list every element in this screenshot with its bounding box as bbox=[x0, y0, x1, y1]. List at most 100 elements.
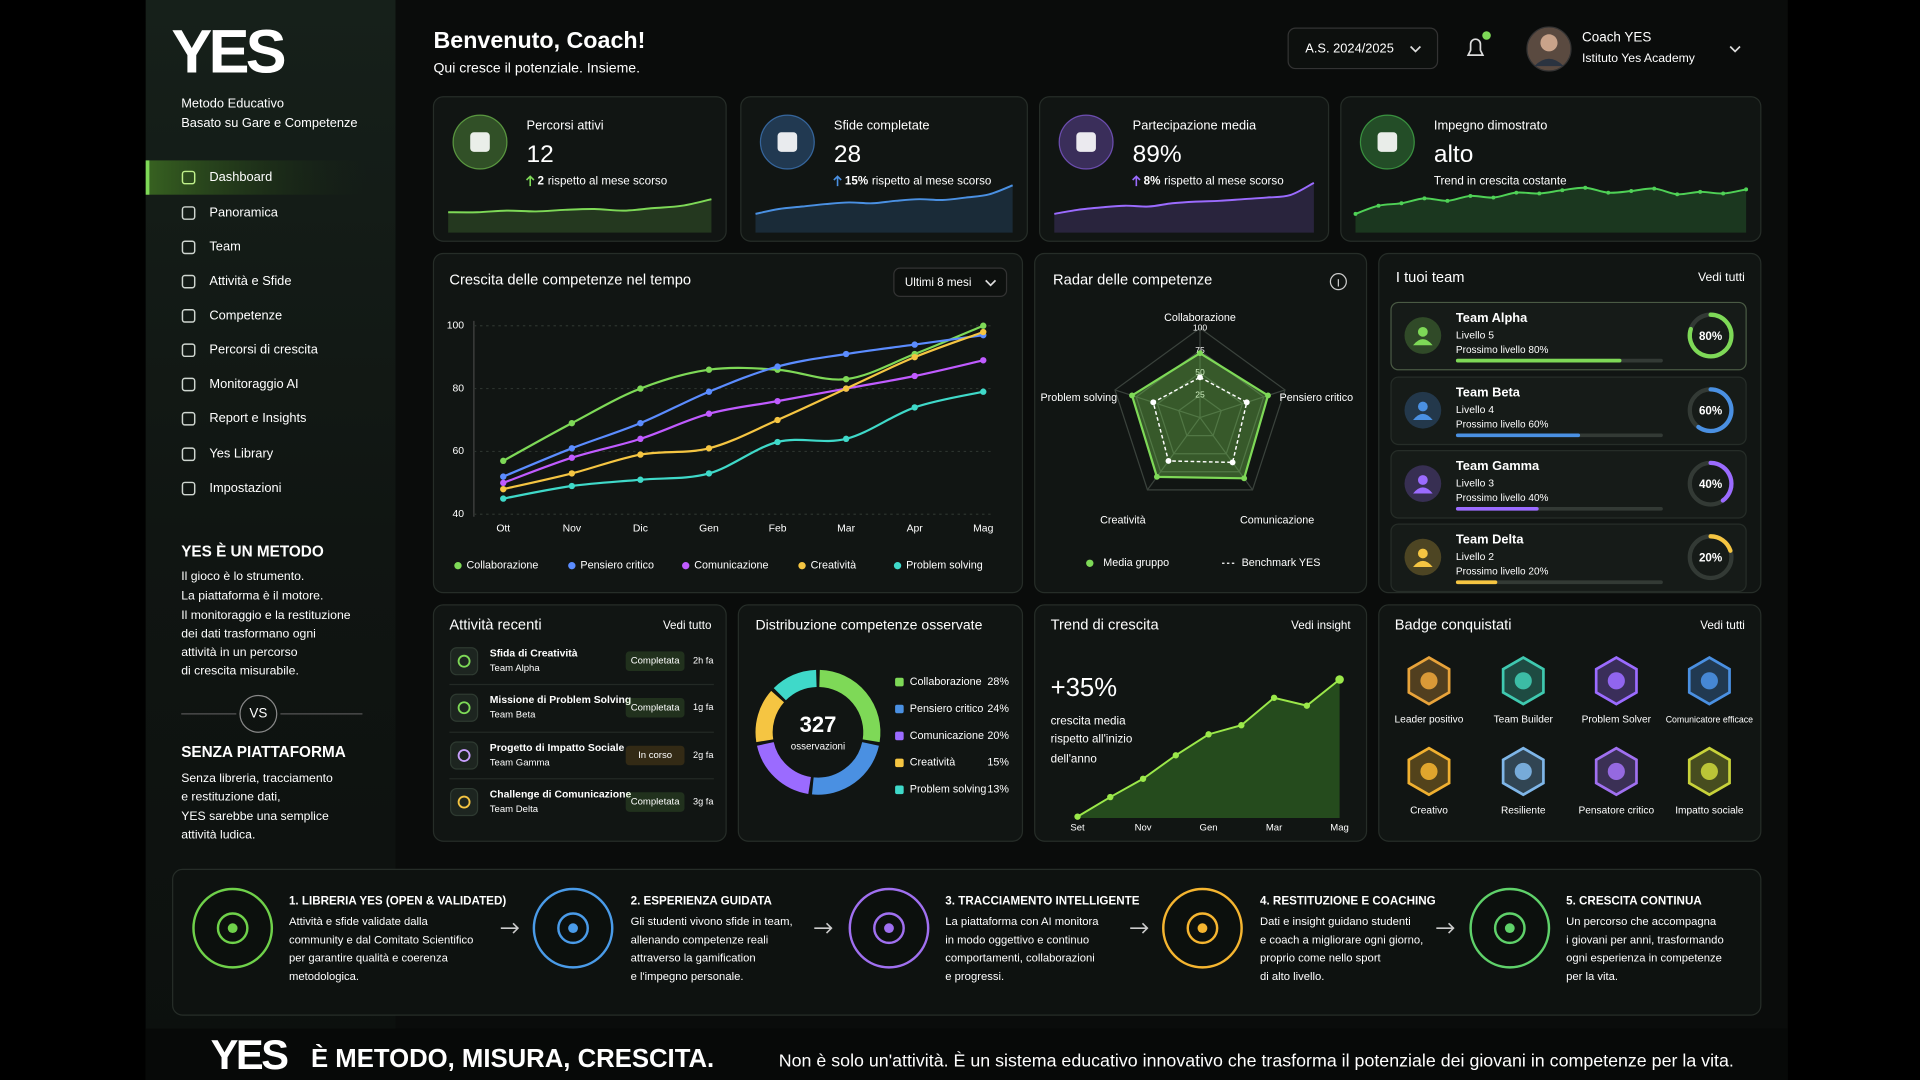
team-row[interactable] bbox=[1390, 301, 1747, 371]
legend-label: Creatività bbox=[811, 560, 856, 572]
line-chart-card bbox=[432, 252, 1024, 594]
progress-ring bbox=[1696, 387, 1734, 434]
nav-item[interactable]: Report e Insights bbox=[209, 410, 306, 425]
activity-team: Team Gamma bbox=[490, 757, 551, 768]
x-tick-label: Gen bbox=[1200, 822, 1218, 833]
radar-point bbox=[1129, 392, 1135, 399]
step-text: per garantire qualità e coerenza bbox=[289, 953, 449, 965]
x-tick-label: Set bbox=[1070, 822, 1085, 833]
year-select[interactable] bbox=[1287, 27, 1439, 70]
y-tick-label: 60 bbox=[453, 446, 465, 457]
nav-item[interactable]: Yes Library bbox=[209, 446, 273, 461]
trend-arrow bbox=[525, 175, 535, 187]
team-icon-glyph bbox=[1413, 413, 1433, 420]
radar-point bbox=[1153, 473, 1160, 480]
logo: YES bbox=[171, 17, 284, 85]
nav-item[interactable]: Monitoraggio AI bbox=[209, 376, 298, 391]
legend-swatch bbox=[895, 704, 904, 714]
sparkline-dot bbox=[1583, 185, 1588, 190]
line-point bbox=[705, 445, 713, 452]
link[interactable]: Vedi tutti bbox=[1698, 270, 1745, 284]
step-icon-glyph bbox=[557, 912, 589, 945]
line-series bbox=[503, 390, 984, 500]
kpi-icon-glyph bbox=[1076, 132, 1096, 152]
radar-series bbox=[1152, 376, 1248, 464]
link[interactable]: Vedi insight bbox=[1291, 619, 1351, 632]
line-point bbox=[980, 357, 987, 364]
team-row[interactable] bbox=[1390, 523, 1747, 593]
chart-title: Radar delle competenze bbox=[1053, 272, 1212, 288]
step-text: i giovani per anni, trasformando bbox=[1566, 934, 1724, 946]
line-point bbox=[911, 372, 918, 380]
team-level: Livello 3 bbox=[1456, 478, 1494, 489]
nav-item[interactable]: Attività e Sfide bbox=[209, 273, 291, 288]
info-icon[interactable] bbox=[1329, 273, 1347, 291]
radar-point bbox=[1265, 392, 1271, 399]
kpi-label: Partecipazione media bbox=[1133, 118, 1257, 133]
nav-item[interactable]: Percorsi di crescita bbox=[209, 342, 318, 357]
vs-label: VS bbox=[249, 705, 267, 720]
step-icon-glyph bbox=[216, 912, 249, 945]
period-select[interactable] bbox=[893, 267, 1008, 297]
activity-icon-glyph bbox=[457, 701, 471, 715]
line-point bbox=[637, 476, 644, 483]
card-title: Badge conquistati bbox=[1395, 618, 1512, 634]
link[interactable]: Vedi tutto bbox=[663, 619, 711, 632]
x-tick-label: Apr bbox=[907, 524, 924, 535]
sparkline-dot bbox=[1560, 188, 1565, 193]
team-icon-glyph bbox=[1413, 560, 1433, 567]
legend-label: Benchmark YES bbox=[1242, 557, 1321, 569]
kpi-value: 28 bbox=[834, 141, 861, 168]
team-name: Team Delta bbox=[1456, 531, 1524, 546]
team-next: Prossimo livello 40% bbox=[1456, 493, 1549, 504]
team-level: Livello 4 bbox=[1456, 405, 1494, 416]
team-icon-glyph bbox=[1417, 475, 1428, 485]
bell-icon[interactable] bbox=[1466, 38, 1485, 56]
chevron-icon bbox=[985, 279, 997, 287]
legend-value: 15% bbox=[987, 757, 1009, 769]
progress-track bbox=[1455, 580, 1663, 585]
line-point bbox=[842, 350, 850, 358]
team-icon-glyph bbox=[1413, 487, 1433, 494]
footer-logo: YES bbox=[211, 1031, 289, 1078]
nav-icon bbox=[181, 274, 196, 289]
method-line: Il gioco è lo strumento. bbox=[181, 569, 304, 583]
donut-segment bbox=[773, 669, 818, 701]
nav-icon bbox=[181, 447, 196, 462]
trend-point bbox=[1335, 675, 1344, 684]
line-point bbox=[568, 470, 576, 477]
legend-swatch bbox=[893, 562, 902, 570]
badge-icon-glyph bbox=[1514, 672, 1532, 690]
nav-item[interactable]: Dashboard bbox=[209, 169, 272, 184]
legend-value: 24% bbox=[987, 703, 1009, 715]
nav-item[interactable]: Team bbox=[209, 239, 240, 254]
team-row[interactable] bbox=[1390, 450, 1747, 519]
badge-name: Resiliente bbox=[1501, 805, 1546, 816]
nav-item[interactable]: Panoramica bbox=[209, 204, 278, 219]
sparkline-area bbox=[1355, 187, 1747, 233]
nav-item[interactable]: Impostazioni bbox=[209, 480, 281, 495]
kpi-label: Sfide completate bbox=[834, 118, 930, 133]
sparkline-area bbox=[755, 185, 1013, 233]
sparkline-dot bbox=[1514, 190, 1519, 195]
status-label: Completata bbox=[631, 797, 681, 808]
radar-point bbox=[1241, 475, 1248, 482]
badge-icon-glyph bbox=[1700, 762, 1718, 780]
radar-spoke bbox=[1114, 389, 1201, 419]
line-point bbox=[568, 454, 576, 461]
nav-item[interactable]: Competenze bbox=[209, 307, 282, 322]
kpi-delta: 2 bbox=[538, 174, 544, 187]
team-icon-glyph bbox=[1417, 326, 1428, 337]
method-line: La piattaforma è il motore. bbox=[181, 589, 323, 603]
without-line: e restituzione dati, bbox=[181, 789, 280, 803]
header-subtitle: Qui cresce il potenziale. Insieme. bbox=[433, 59, 640, 75]
line-series bbox=[502, 324, 984, 462]
chevron-icon bbox=[1729, 45, 1741, 53]
trend-point bbox=[1238, 722, 1245, 729]
link[interactable]: Vedi tutti bbox=[1700, 619, 1745, 632]
step-icon-glyph bbox=[227, 923, 238, 934]
trend-arrow bbox=[1132, 175, 1141, 187]
step-text: Un percorso che accompagna bbox=[1566, 916, 1717, 928]
team-row[interactable] bbox=[1390, 376, 1747, 446]
x-tick-label: Ott bbox=[496, 524, 510, 535]
